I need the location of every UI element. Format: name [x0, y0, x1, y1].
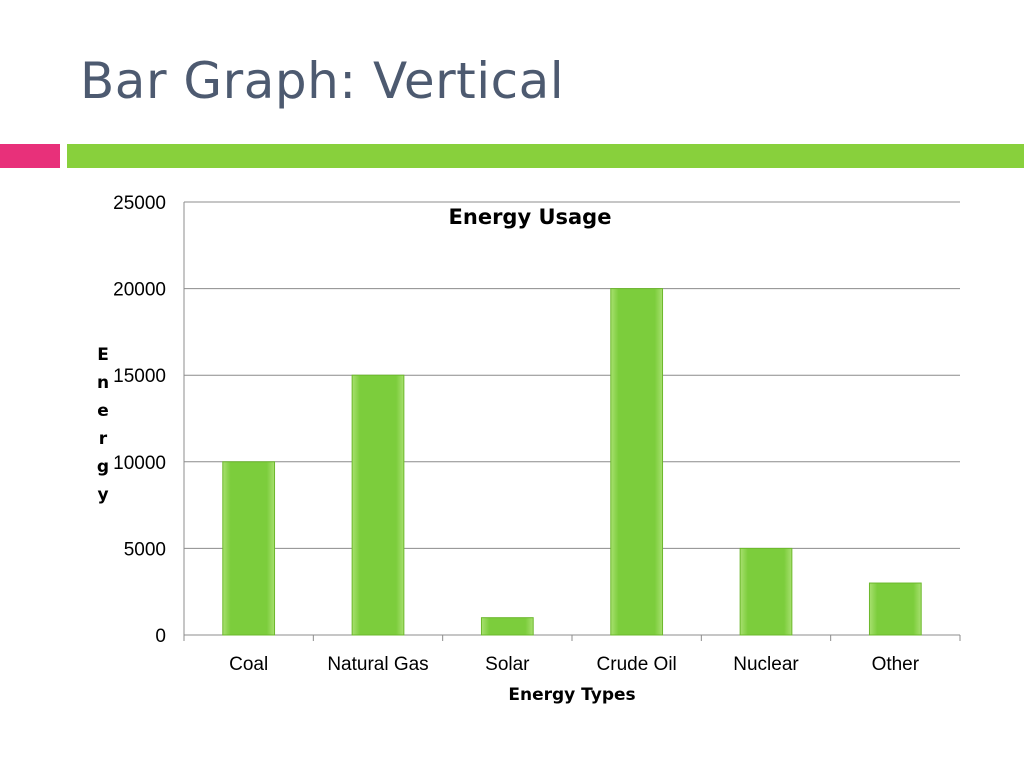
- x-tick-label: Coal: [229, 654, 268, 675]
- x-axis-label: Energy Types: [508, 685, 635, 705]
- slide-title: Bar Graph: Vertical: [80, 52, 565, 110]
- x-tick-label: Solar: [485, 654, 530, 675]
- y-axis-label-letter: g: [97, 457, 109, 477]
- accent-bar-green: [67, 144, 1024, 168]
- y-axis-label: Energy: [97, 345, 109, 505]
- energy-usage-chart: 0 5000 10000 15000 20000 25000 Coal Natural Ga…: [97, 193, 961, 705]
- y-axis-label-letter: n: [97, 373, 109, 393]
- y-tick-label: 0: [155, 626, 166, 647]
- bar-coal: [222, 461, 276, 636]
- gridlines: [184, 201, 960, 636]
- x-tick-label: Nuclear: [733, 654, 799, 675]
- y-axis-label-letter: e: [97, 401, 109, 421]
- x-tick-label: Natural Gas: [327, 654, 428, 675]
- y-axis-label-letter: r: [99, 429, 108, 449]
- axes: [183, 202, 961, 641]
- accent-bar-pink: [0, 144, 60, 168]
- y-tick-label: 20000: [113, 280, 166, 301]
- y-tick-label: 5000: [124, 539, 166, 560]
- x-tick-label: Crude Oil: [597, 654, 677, 675]
- x-tick-labels: Coal Natural Gas Solar Crude Oil Nuclear Othe…: [229, 654, 920, 675]
- bar-natural-gas: [351, 374, 405, 636]
- bar-solar: [480, 617, 534, 636]
- y-tick-label: 15000: [113, 366, 166, 387]
- bar-crude-oil: [610, 288, 664, 636]
- y-tick-labels: 0 5000 10000 15000 20000 25000: [113, 193, 166, 647]
- y-axis-label-letter: y: [97, 485, 108, 505]
- y-tick-label: 25000: [113, 193, 166, 214]
- bar-other: [868, 582, 922, 636]
- y-tick-label: 10000: [113, 453, 166, 474]
- y-axis-label-letter: E: [97, 345, 109, 365]
- bar-nuclear: [739, 547, 793, 636]
- bars: [222, 288, 922, 636]
- chart-title: Energy Usage: [449, 205, 612, 229]
- x-tick-label: Other: [872, 654, 920, 675]
